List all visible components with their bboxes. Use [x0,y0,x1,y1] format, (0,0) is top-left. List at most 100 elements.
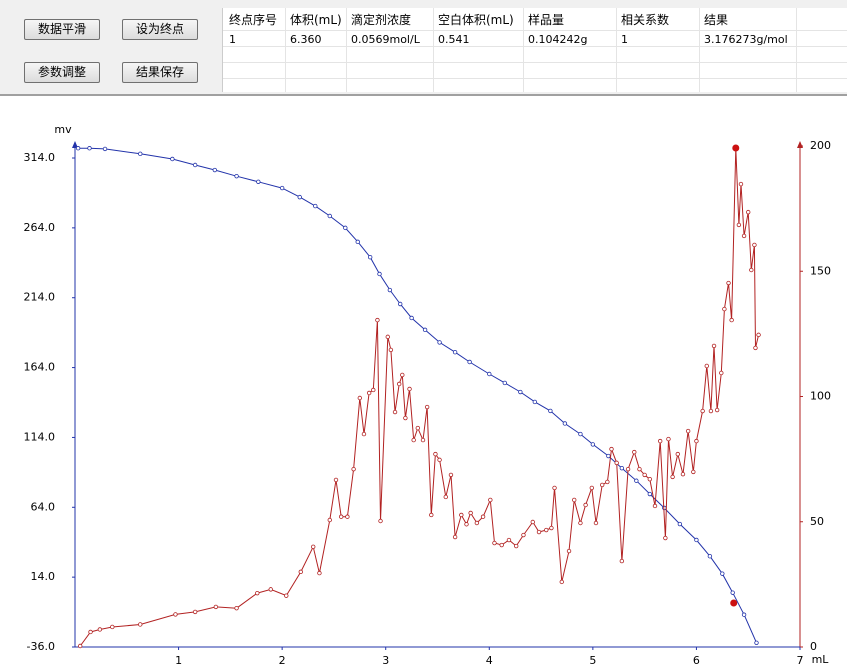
data-point [593,520,599,526]
table-cell[interactable]: 1 [621,33,628,46]
data-point [411,437,416,443]
data-point [625,466,631,472]
data-point [375,317,380,323]
data-point [736,222,742,228]
data-point [578,431,583,437]
y-tick-label: 164.0 [24,361,56,374]
data-point [590,442,596,447]
data-point [392,409,398,415]
y2-tick-label: 100 [810,390,831,403]
row-divider [223,78,847,79]
data-point [663,535,668,541]
data-point [752,242,757,248]
data-point [647,476,653,482]
y-tick-label: 314.0 [24,151,56,164]
series-line [78,147,757,644]
data-point [170,156,175,162]
data-point [371,387,376,393]
data-point [753,345,758,351]
data-point [680,471,686,477]
data-point [297,194,302,200]
data-point [619,465,625,471]
data-point [255,590,260,596]
column-divider [796,8,797,92]
data-point [707,553,713,559]
data-point [583,502,588,508]
data-point [714,407,720,413]
data-point [474,520,480,526]
data-point [530,519,535,525]
data-point [345,514,350,519]
data-point [361,431,367,437]
x-tick-label: 2 [279,654,286,667]
data-point [749,267,754,273]
data-point [268,587,273,592]
y-axis-arrow [72,141,78,148]
data-point [284,593,289,598]
data-point [357,395,363,401]
table-cell[interactable]: 3.176273g/mol [704,33,788,46]
data-point [403,415,408,421]
data-point [666,436,671,442]
data-point [327,517,332,523]
table-cell[interactable]: 0.104242g [528,33,588,46]
x-tick-label: 4 [486,654,493,667]
data-point [694,537,699,543]
table-cell[interactable]: 0.541 [438,33,470,46]
data-point [566,548,572,554]
data-point [609,446,614,452]
data-point [548,408,553,414]
data-point [433,451,438,457]
data-point [657,438,663,444]
data-point [110,624,115,630]
smooth-button[interactable]: 数据平滑 [24,19,100,40]
data-point [377,271,382,277]
endpoint-marker [732,144,740,152]
data-point [634,478,639,483]
column-header: 相关系数 [621,13,670,27]
data-point [677,521,683,527]
data-point [467,359,472,365]
data-point [691,469,696,475]
data-point [544,527,549,533]
data-point [422,327,428,333]
data-point [532,399,538,405]
data-point [552,485,557,491]
data-point [387,287,393,293]
data-point [385,334,390,340]
y-tick-label: 214.0 [24,291,56,304]
data-point [514,543,519,549]
data-point [480,514,486,519]
column-divider [523,8,524,92]
data-point [614,460,619,466]
data-point [487,371,492,377]
data-point [722,306,727,312]
data-point [77,643,83,649]
data-point [536,529,542,535]
row-divider [223,46,847,47]
data-point [192,609,198,615]
table-cell[interactable]: 0.0569mol/L [351,33,420,46]
data-point [468,510,473,516]
table-cell[interactable]: 1 [229,33,236,46]
save-button[interactable]: 结果保存 [122,62,198,83]
params-button[interactable]: 参数调整 [24,62,100,83]
data-point [138,622,143,627]
set-endpoint-button[interactable]: 设为终点 [122,19,198,40]
data-point [605,479,610,485]
data-point [459,512,464,518]
table-cell[interactable]: 6.360 [290,33,322,46]
column-header: 空白体积(mL) [438,13,514,27]
data-point [424,404,430,410]
x-tick-label: 6 [693,654,700,667]
data-point [367,255,373,260]
data-point [212,167,218,173]
data-point [685,428,691,434]
data-point [437,457,442,463]
data-point [647,491,653,497]
column-divider [699,8,700,92]
data-point [754,640,759,646]
y-tick-label: 114.0 [24,430,56,443]
data-point [606,453,611,459]
